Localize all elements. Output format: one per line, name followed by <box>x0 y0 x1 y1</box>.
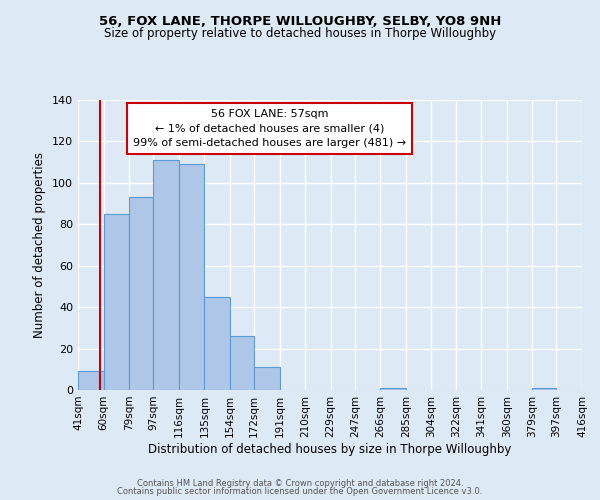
Bar <box>205 297 230 390</box>
Bar <box>230 336 254 390</box>
Bar <box>179 164 205 390</box>
Text: 56 FOX LANE: 57sqm
← 1% of detached houses are smaller (4)
99% of semi-detached : 56 FOX LANE: 57sqm ← 1% of detached hous… <box>133 108 406 148</box>
Bar <box>104 214 129 390</box>
Text: Contains public sector information licensed under the Open Government Licence v3: Contains public sector information licen… <box>118 487 482 496</box>
X-axis label: Distribution of detached houses by size in Thorpe Willoughby: Distribution of detached houses by size … <box>148 442 512 456</box>
Text: Contains HM Land Registry data © Crown copyright and database right 2024.: Contains HM Land Registry data © Crown c… <box>137 478 463 488</box>
Text: Size of property relative to detached houses in Thorpe Willoughby: Size of property relative to detached ho… <box>104 28 496 40</box>
Bar <box>78 372 104 390</box>
Bar <box>380 388 406 390</box>
Bar <box>254 367 280 390</box>
Bar <box>129 198 153 390</box>
Bar <box>153 160 179 390</box>
Y-axis label: Number of detached properties: Number of detached properties <box>34 152 46 338</box>
Text: 56, FOX LANE, THORPE WILLOUGHBY, SELBY, YO8 9NH: 56, FOX LANE, THORPE WILLOUGHBY, SELBY, … <box>99 15 501 28</box>
Bar <box>532 388 556 390</box>
